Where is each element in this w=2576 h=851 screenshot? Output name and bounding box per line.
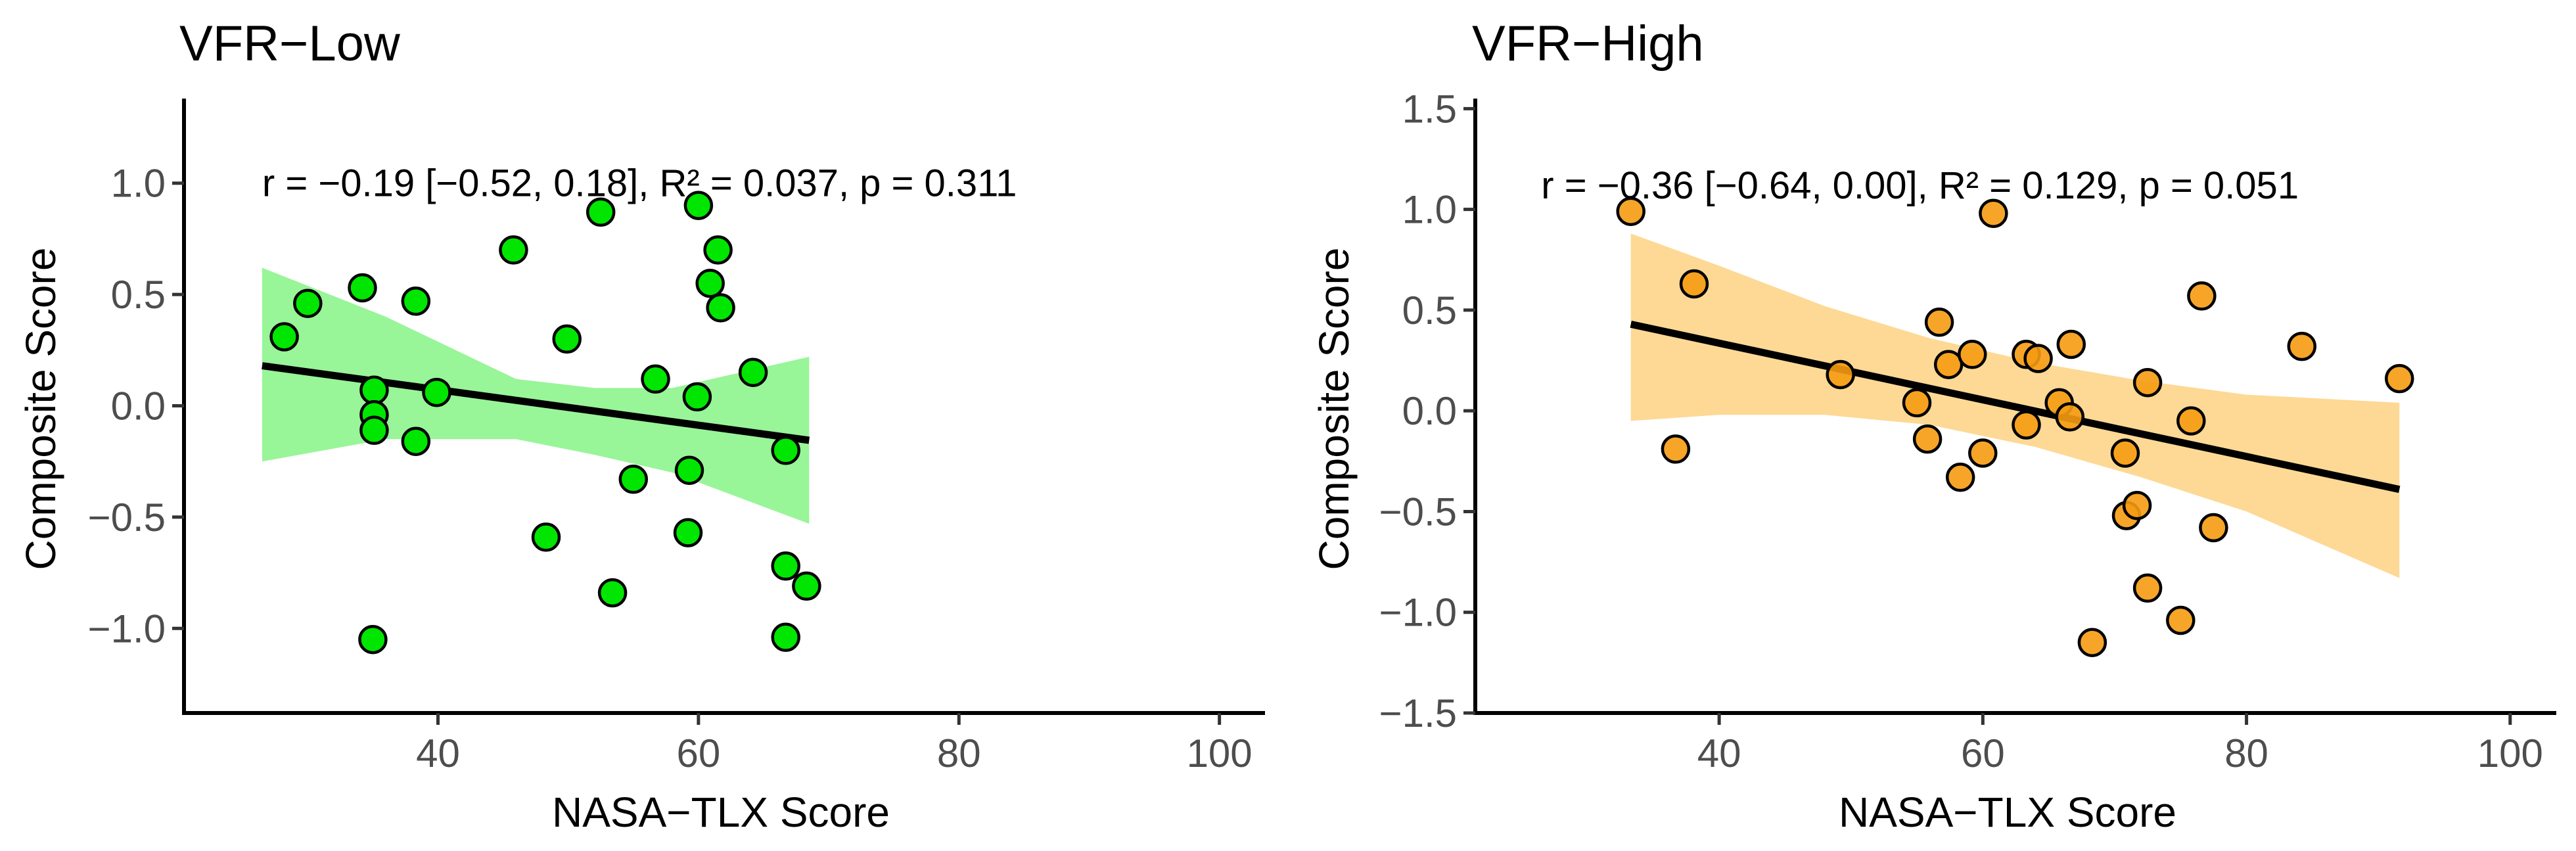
x-tick-label: 60 [1961,731,2005,775]
data-point [1616,196,1645,226]
data-point [359,375,389,405]
data-point [706,293,735,323]
data-point [2385,363,2414,394]
y-axis-label-high: Composite Score [1310,248,1358,570]
data-point [1968,438,1998,468]
y-tick-label: 0.0 [1402,389,1457,433]
data-point [771,551,800,581]
panel-title-vfr-high: VFR−High [1472,16,1704,72]
y-tick-label: −0.5 [88,495,166,540]
x-tick-label: 80 [937,731,981,775]
data-point [348,273,377,303]
y-tick-label: 1.5 [1402,87,1457,131]
y-tick-label: 0.5 [1402,288,1457,333]
x-tick-label: 60 [676,731,720,775]
panel-title-vfr-low: VFR−Low [179,16,401,72]
x-tick-label: 100 [1187,731,1253,775]
data-point [2287,331,2317,361]
x-axis-label-low: NASA−TLX Score [552,789,890,836]
fit-line-group-low [262,362,810,444]
data-point [552,324,582,354]
data-point [401,426,431,456]
x-tick-label: 80 [2224,731,2268,775]
data-point [673,518,703,547]
x-axis-label-high: NASA−TLX Score [1839,789,2176,836]
data-point [1979,198,2008,228]
data-point [293,288,323,318]
y-tick-label: −1.0 [1379,591,1457,635]
data-point [499,235,528,265]
confidence-band-group-low [262,267,810,524]
data-points-low [269,191,821,655]
data-point [2110,438,2140,468]
data-point [1902,388,1932,418]
data-point [682,382,712,412]
y-tick-label: −1.5 [1379,691,1457,735]
data-point [2122,490,2152,520]
axes-low: 40 60 80 100 −1.0 −0.5 0.0 0.5 1.0 [88,99,1265,775]
data-point [1958,340,1987,369]
x-tick-label: 100 [2477,731,2543,775]
y-axis-label-low: Composite Score [17,248,64,570]
data-point [641,364,670,394]
y-tick-label: 0.5 [111,273,166,317]
x-tick-label: 40 [1697,731,1741,775]
data-point [401,287,431,316]
panel-vfr-high: VFR−High 40 60 80 100 −1.5 −1.0 −0.5 0.0 0.5 1.0 1… [1310,16,2556,836]
axes-high: 40 60 80 100 −1.5 −1.0 −0.5 0.0 0.5 1.0 1.5 [1379,87,2556,775]
data-point [618,465,649,494]
data-point [703,235,733,265]
data-point [2077,628,2107,657]
data-point [2132,367,2163,398]
confidence-band [262,267,810,524]
stats-annotation-high: r = −0.36 [−0.64, 0.00], R² = 0.129, p =… [1541,164,2299,207]
data-point [359,415,389,446]
data-point [2012,410,2041,440]
data-point [2166,605,2196,635]
fit-line-group-high [1630,320,2401,494]
data-point [1661,434,1691,464]
data-point [792,571,821,601]
data-point [771,436,800,465]
data-point [683,191,714,220]
data-point [531,522,561,552]
data-point [1679,269,1709,299]
stats-annotation-low: r = −0.19 [−0.52, 0.18], R² = 0.037, p =… [262,162,1017,205]
regression-line [262,362,810,444]
data-point [771,622,800,653]
data-point [1933,350,1964,379]
data-point [422,377,451,407]
data-point [2023,344,2053,373]
y-tick-label: −1.0 [88,607,166,651]
data-point [2176,406,2206,436]
data-point [1945,463,1975,492]
y-tick-label: 0.0 [111,384,166,428]
data-point [2055,402,2085,432]
data-point [2132,573,2163,603]
data-point [358,624,388,655]
data-point [1826,359,1855,390]
data-point [674,455,704,485]
y-tick-label: 1.0 [1402,188,1457,232]
y-tick-label: 1.0 [111,162,166,206]
data-point [2187,281,2217,311]
data-point [738,357,768,387]
data-point [695,268,725,298]
data-point [2056,329,2086,359]
data-point [597,578,628,608]
data-point [586,197,616,227]
data-point [269,322,299,352]
y-tick-label: −0.5 [1379,490,1457,534]
data-point [1912,424,1943,454]
data-points-high [1616,196,2414,657]
data-point [1924,308,1954,337]
regression-line [1630,320,2401,494]
x-tick-label: 40 [416,731,460,775]
data-point [2199,513,2228,543]
panel-vfr-low: VFR−Low 40 60 80 100 −1.0 −0.5 0.0 0.5 1.0 r = −… [17,16,1265,836]
